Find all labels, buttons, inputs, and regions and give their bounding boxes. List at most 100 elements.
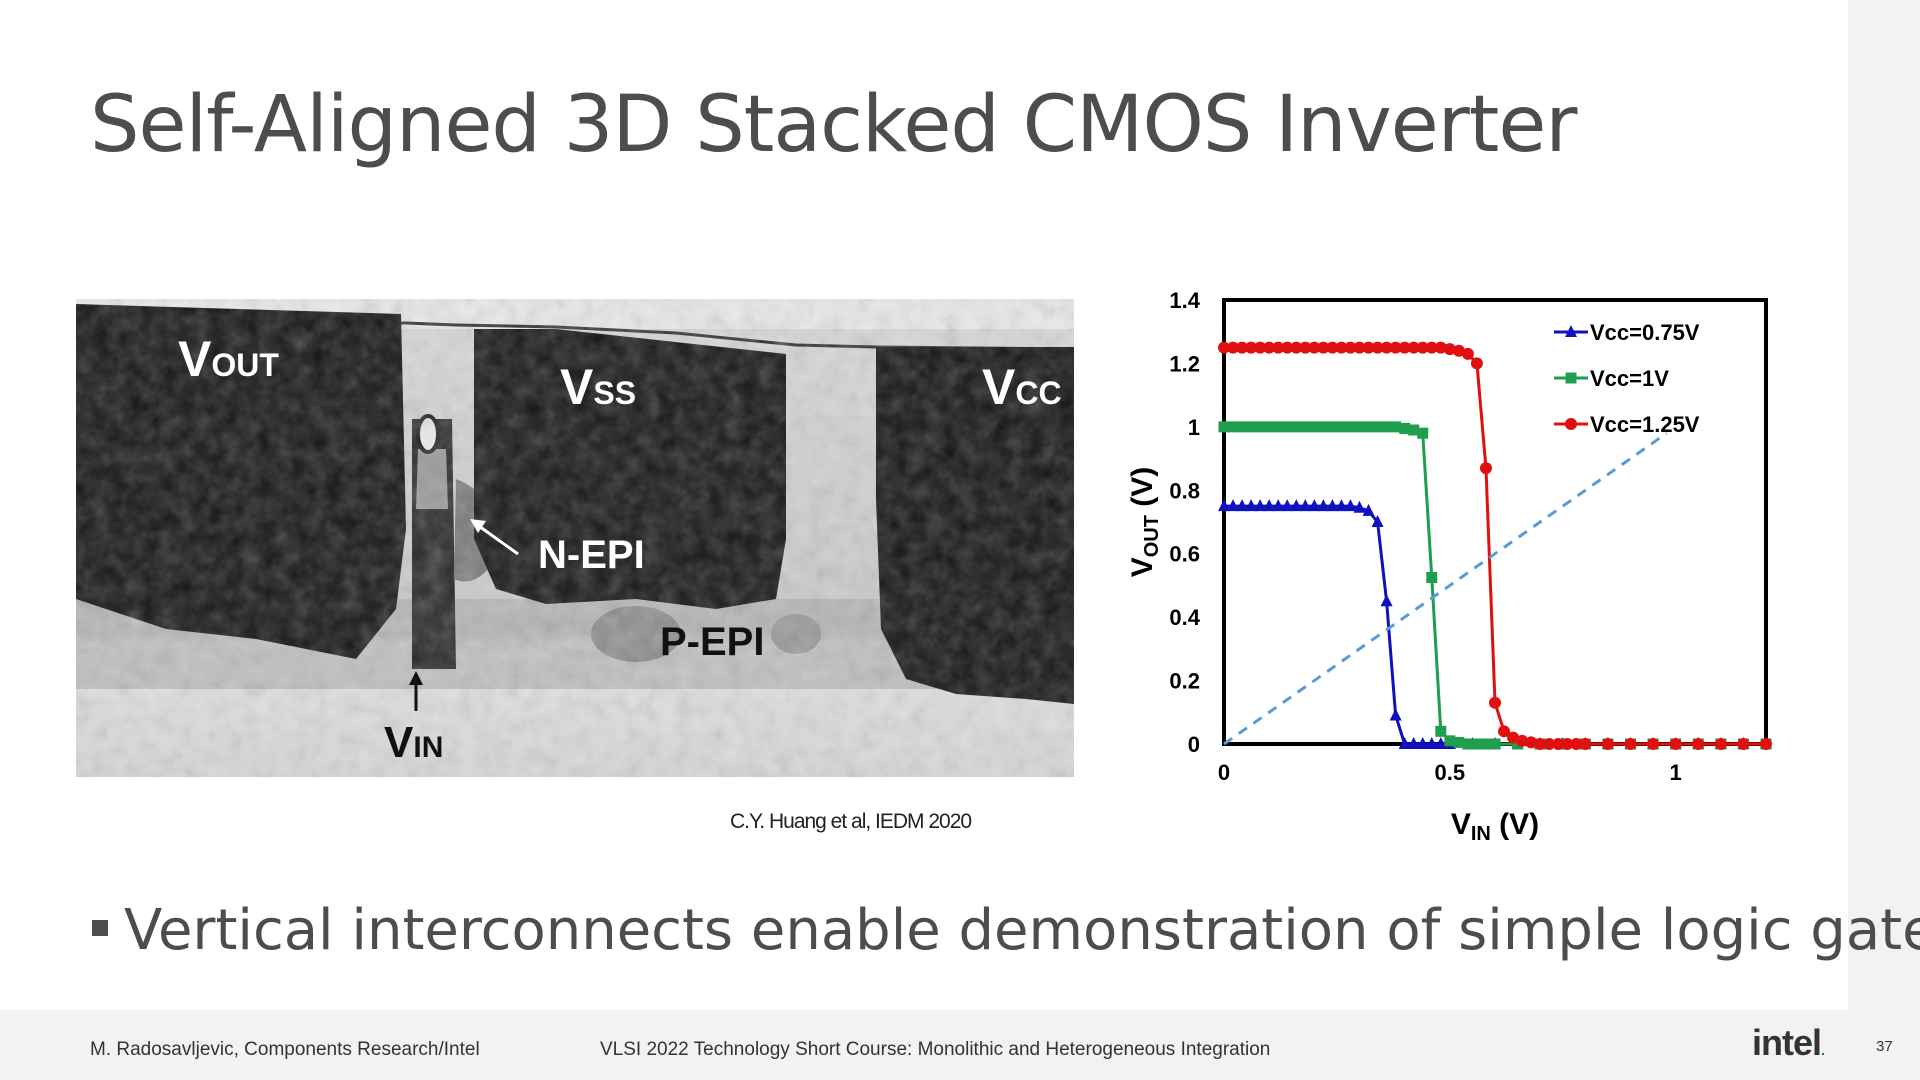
data-point — [1236, 421, 1248, 433]
data-point — [1498, 725, 1511, 738]
data-point — [1579, 738, 1592, 750]
legend-marker — [1565, 418, 1577, 430]
data-point — [1353, 500, 1366, 513]
tem-label-vout: VOUT — [178, 330, 279, 388]
data-point — [1398, 341, 1411, 354]
data-point — [1407, 341, 1420, 354]
data-point — [1290, 341, 1303, 354]
data-point — [1408, 424, 1420, 436]
slide-title: Self-Aligned 3D Stacked CMOS Inverter — [90, 80, 1577, 170]
data-point — [1227, 421, 1239, 433]
data-point — [1543, 738, 1556, 750]
vout-vs-vin-chart: 0 0.2 0.4 0.6 0.8 1 1.2 1.4 0 0.5 1 VIN (V) VOUT (V)… — [1126, 288, 1772, 845]
right-margin-strip — [1848, 0, 1920, 1080]
data-point — [1317, 499, 1330, 512]
data-point — [1326, 499, 1339, 512]
data-point — [1552, 738, 1565, 750]
data-point — [1281, 499, 1294, 512]
tem-label-nepi: N-EPI — [538, 533, 645, 577]
tem-label-pepi: P-EPI — [660, 620, 765, 664]
y-tick-label: 1.4 — [1169, 288, 1200, 313]
data-point — [1326, 341, 1339, 354]
data-point — [1371, 341, 1384, 354]
data-point — [1236, 499, 1249, 512]
data-point — [1489, 696, 1501, 709]
data-point — [1516, 734, 1529, 747]
data-point — [1426, 572, 1438, 583]
data-point — [1714, 738, 1727, 750]
legend-entry: Vcc=0.75V — [1590, 320, 1700, 345]
citation: C.Y. Huang et al, IEDM 2020 — [730, 810, 972, 833]
legend-entry: Vcc=1V — [1590, 366, 1669, 391]
footer-bar — [0, 1010, 1848, 1080]
data-point — [1507, 731, 1520, 744]
y-axis-label: VOUT (V) — [1126, 467, 1163, 578]
data-point — [1417, 427, 1429, 439]
tem-label-vin: VIN — [384, 718, 443, 768]
data-point — [1272, 421, 1284, 433]
bullet-text: Vertical interconnects enable demonstrat… — [124, 898, 1920, 963]
data-point — [1444, 735, 1456, 747]
data-point — [1479, 462, 1492, 475]
data-point — [1353, 341, 1366, 354]
data-point — [1525, 736, 1538, 749]
data-point — [1299, 499, 1312, 512]
legend-marker — [1565, 325, 1577, 337]
data-point — [1561, 738, 1574, 750]
data-point — [1245, 499, 1258, 512]
x-axis-label: VIN (V) — [1451, 808, 1539, 845]
data-point — [1380, 341, 1393, 354]
data-point — [1435, 725, 1447, 737]
data-point — [1372, 421, 1384, 433]
data-point — [1281, 341, 1294, 354]
x-tick-label: 1 — [1670, 760, 1682, 785]
data-point — [1692, 738, 1705, 750]
data-point — [1227, 499, 1240, 512]
tem-label-vss: VSS — [560, 358, 636, 416]
data-point — [1601, 738, 1614, 750]
tem-label-vout-main: V — [178, 331, 212, 387]
data-point — [1281, 421, 1293, 433]
x-tick-label: 0 — [1218, 760, 1230, 785]
data-point — [1462, 738, 1474, 750]
data-point — [1380, 594, 1393, 607]
data-point — [1344, 499, 1357, 512]
data-point — [1371, 515, 1384, 527]
data-point — [1236, 341, 1249, 354]
y-tick-label: 0.8 — [1169, 478, 1200, 503]
y-tick-label: 1.2 — [1169, 351, 1200, 376]
data-point — [1425, 737, 1438, 749]
data-point — [1254, 499, 1267, 512]
bullet-point: Vertical interconnects enable demonstrat… — [92, 898, 1920, 963]
tem-label-vcc: VCC — [982, 358, 1062, 416]
tem-label-vout-sub: OUT — [211, 347, 279, 383]
data-point — [1254, 341, 1267, 354]
data-point — [1218, 341, 1230, 354]
data-point — [1381, 421, 1393, 433]
tem-label-vss-sub: SS — [593, 375, 637, 411]
tem-cross-section-image — [76, 299, 1074, 777]
data-point — [1669, 738, 1682, 750]
data-point — [1335, 341, 1348, 354]
bullet-square-icon — [92, 919, 108, 936]
data-point — [1290, 421, 1302, 433]
tem-label-vin-main: V — [384, 718, 414, 767]
data-point — [1453, 736, 1465, 748]
legend-entry: Vcc=1.25V — [1590, 412, 1700, 437]
data-point — [1254, 421, 1266, 433]
data-point — [1416, 737, 1429, 749]
data-point — [1335, 421, 1347, 433]
data-point — [1425, 341, 1438, 354]
series-line-reference-diagonal — [1223, 431, 1668, 746]
data-point — [1443, 343, 1456, 356]
footer-course: VLSI 2022 Technology Short Course: Monol… — [600, 1039, 1271, 1060]
intel-logo-text: intel — [1752, 1022, 1822, 1063]
data-point — [1354, 421, 1365, 433]
data-point — [1434, 737, 1447, 749]
data-point — [1362, 503, 1375, 516]
data-point — [1416, 341, 1429, 354]
data-point — [1480, 738, 1492, 750]
data-point — [1245, 421, 1257, 433]
data-point — [1407, 737, 1420, 749]
data-point — [1489, 738, 1501, 750]
